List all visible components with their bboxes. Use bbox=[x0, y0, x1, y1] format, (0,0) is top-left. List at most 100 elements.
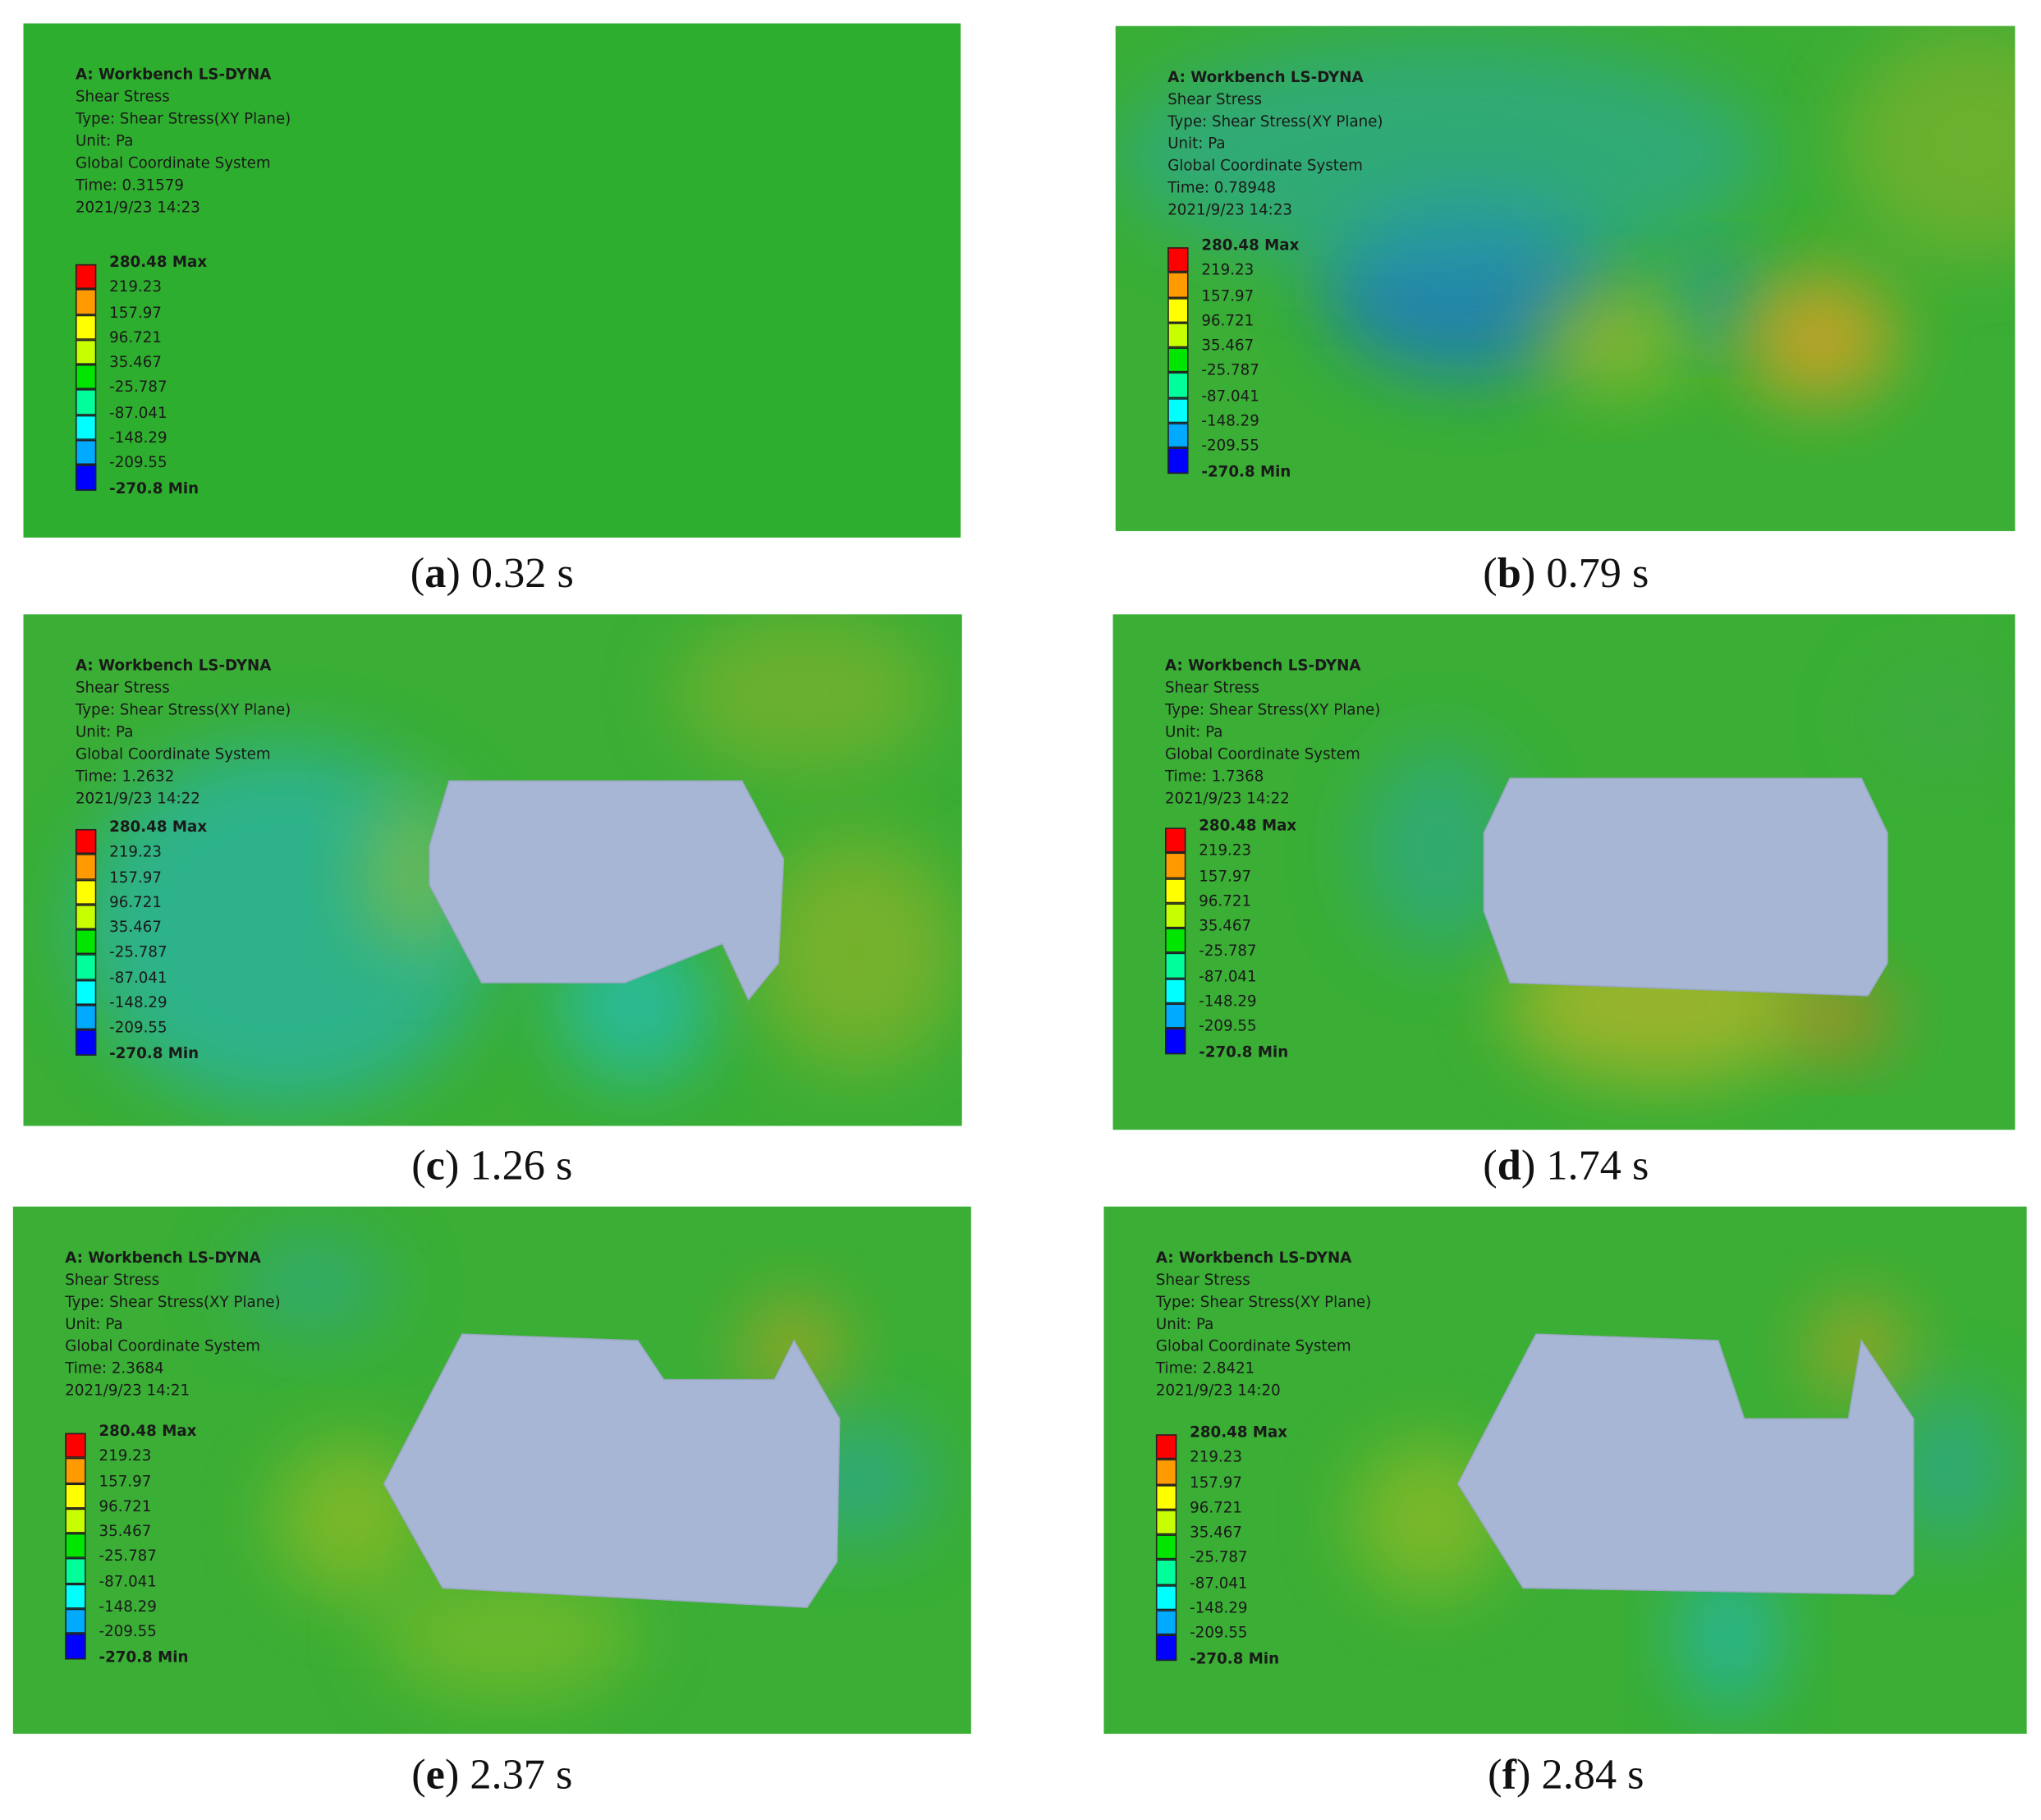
info-line: Time: 1.2632 bbox=[75, 766, 175, 786]
legend-label: -270.8 Min bbox=[1199, 1042, 1289, 1061]
stress-region bbox=[377, 1570, 638, 1702]
legend-swatch bbox=[75, 289, 97, 315]
caption-paren: ( bbox=[411, 1143, 426, 1190]
info-line: Global Coordinate System bbox=[75, 744, 271, 763]
legend-label: 157.97 bbox=[1201, 286, 1254, 305]
caption-letter: e bbox=[425, 1752, 445, 1799]
stress-region bbox=[1884, 1388, 2016, 1545]
caption-letter: a bbox=[424, 550, 447, 598]
legend-swatch bbox=[1165, 903, 1186, 928]
legend-swatch bbox=[1165, 1003, 1186, 1029]
info-block: A: Workbench LS-DYNA Shear Stress Type: Sh… bbox=[1167, 66, 1383, 222]
info-line: 2021/9/23 14:21 bbox=[65, 1381, 190, 1400]
legend-label: -270.8 Min bbox=[109, 478, 200, 497]
body-shape bbox=[429, 780, 785, 1002]
contour-plot bbox=[12, 1206, 971, 1734]
legend-swatch bbox=[75, 1005, 97, 1030]
legend-swatch bbox=[75, 904, 97, 930]
stress-region bbox=[1844, 25, 2016, 261]
info-line: Global Coordinate System bbox=[65, 1336, 260, 1355]
caption-letter: b bbox=[1497, 550, 1521, 598]
legend-label: -209.55 bbox=[109, 453, 167, 472]
info-line: 2021/9/23 14:20 bbox=[1155, 1381, 1281, 1400]
info-line: Unit: Pa bbox=[75, 722, 134, 741]
simulation-panel: A: Workbench LS-DYNA Shear Stress Type: Sh… bbox=[1112, 614, 2016, 1130]
legend-swatch bbox=[75, 854, 97, 880]
legend-swatch bbox=[1155, 1634, 1177, 1661]
info-line: A: Workbench LS-DYNA bbox=[1165, 656, 1361, 675]
legend-label: 35.467 bbox=[1190, 1523, 1242, 1542]
body-shape bbox=[1483, 777, 1888, 997]
legend-label: -270.8 Min bbox=[109, 1043, 200, 1062]
body-shape bbox=[1456, 1333, 1915, 1596]
stress-region bbox=[1532, 286, 1689, 391]
info-line: A: Workbench LS-DYNA bbox=[75, 656, 272, 675]
legend-swatch bbox=[65, 1508, 86, 1534]
legend-swatch bbox=[1155, 1560, 1177, 1585]
caption: (c) 1.26 s bbox=[296, 1143, 687, 1191]
legend-label: -270.8 Min bbox=[1190, 1648, 1280, 1667]
info-line: Unit: Pa bbox=[65, 1314, 123, 1333]
caption-text: ) 2.37 s bbox=[444, 1752, 573, 1799]
stress-region bbox=[1662, 260, 1767, 339]
legend-label: 96.721 bbox=[109, 892, 162, 911]
legend-label: 157.97 bbox=[109, 302, 162, 321]
legend-swatch bbox=[1167, 397, 1189, 424]
caption-text: ) 1.26 s bbox=[444, 1143, 573, 1190]
info-line: Time: 0.31579 bbox=[75, 176, 184, 195]
legend-label: -25.787 bbox=[109, 942, 167, 961]
legend-label: 35.467 bbox=[99, 1521, 152, 1540]
legend-swatch bbox=[65, 1483, 86, 1509]
info-line: A: Workbench LS-DYNA bbox=[65, 1248, 261, 1267]
info-block: A: Workbench LS-DYNA Shear Stress Type: Sh… bbox=[76, 655, 291, 810]
legend-swatch bbox=[1165, 827, 1186, 853]
caption: (d) 1.74 s bbox=[1371, 1143, 1762, 1191]
legend-label: 157.97 bbox=[109, 867, 162, 887]
legend-label: -25.787 bbox=[109, 378, 167, 397]
info-line: Time: 2.8421 bbox=[1155, 1359, 1255, 1378]
legend-label: 96.721 bbox=[1201, 310, 1254, 329]
info-line: A: Workbench LS-DYNA bbox=[1167, 67, 1364, 86]
legend-swatch bbox=[1165, 1029, 1186, 1054]
legend-label: 219.23 bbox=[1199, 841, 1252, 860]
info-line: Unit: Pa bbox=[75, 131, 134, 150]
legend-label: -87.041 bbox=[1190, 1573, 1248, 1592]
legend-swatch bbox=[1155, 1434, 1177, 1460]
legend-label: -209.55 bbox=[99, 1622, 157, 1641]
legend-label: 157.97 bbox=[99, 1471, 152, 1490]
info-line: Shear Stress bbox=[1155, 1270, 1250, 1289]
legend-label: -148.29 bbox=[99, 1597, 157, 1616]
legend-swatch bbox=[1165, 953, 1186, 979]
caption-text: ) 1.74 s bbox=[1520, 1143, 1649, 1190]
legend-swatch bbox=[1155, 1610, 1177, 1635]
legend-label: 219.23 bbox=[1201, 260, 1254, 279]
legend-label: 157.97 bbox=[1199, 866, 1252, 885]
legend-label: 280.48 Max bbox=[99, 1421, 197, 1440]
simulation-panel: A: Workbench LS-DYNA Shear Stress Type: Sh… bbox=[23, 614, 962, 1126]
background bbox=[23, 23, 961, 538]
legend-label: -148.29 bbox=[1201, 411, 1259, 430]
legend-swatch bbox=[65, 1608, 86, 1634]
caption-text: ) 2.84 s bbox=[1516, 1752, 1644, 1799]
simulation-panel: A: Workbench LS-DYNA Shear Stress Type: Sh… bbox=[12, 1206, 971, 1734]
legend-label: 157.97 bbox=[1190, 1473, 1242, 1492]
legend-label: -209.55 bbox=[1201, 436, 1259, 455]
info-line: Shear Stress bbox=[75, 678, 170, 697]
caption-paren: ( bbox=[410, 550, 425, 598]
legend-label: -148.29 bbox=[1199, 992, 1257, 1011]
legend-label: -87.041 bbox=[1201, 386, 1259, 405]
caption: (a) 0.32 s bbox=[296, 551, 687, 599]
legend-swatch bbox=[75, 364, 97, 390]
info-line: Type: Shear Stress(XY Plane) bbox=[75, 699, 291, 719]
legend-label: 35.467 bbox=[1199, 916, 1252, 935]
simulation-panel: A: Workbench LS-DYNA Shear Stress Type: Sh… bbox=[23, 23, 961, 538]
stress-region bbox=[1360, 744, 1517, 953]
contour-plot bbox=[1112, 614, 2016, 1130]
info-line: Type: Shear Stress(XY Plane) bbox=[65, 1292, 281, 1311]
legend-swatch bbox=[1167, 423, 1189, 449]
info-line: Shear Stress bbox=[75, 87, 170, 106]
legend-swatch bbox=[75, 264, 97, 290]
info-line: 2021/9/23 14:22 bbox=[75, 788, 200, 808]
